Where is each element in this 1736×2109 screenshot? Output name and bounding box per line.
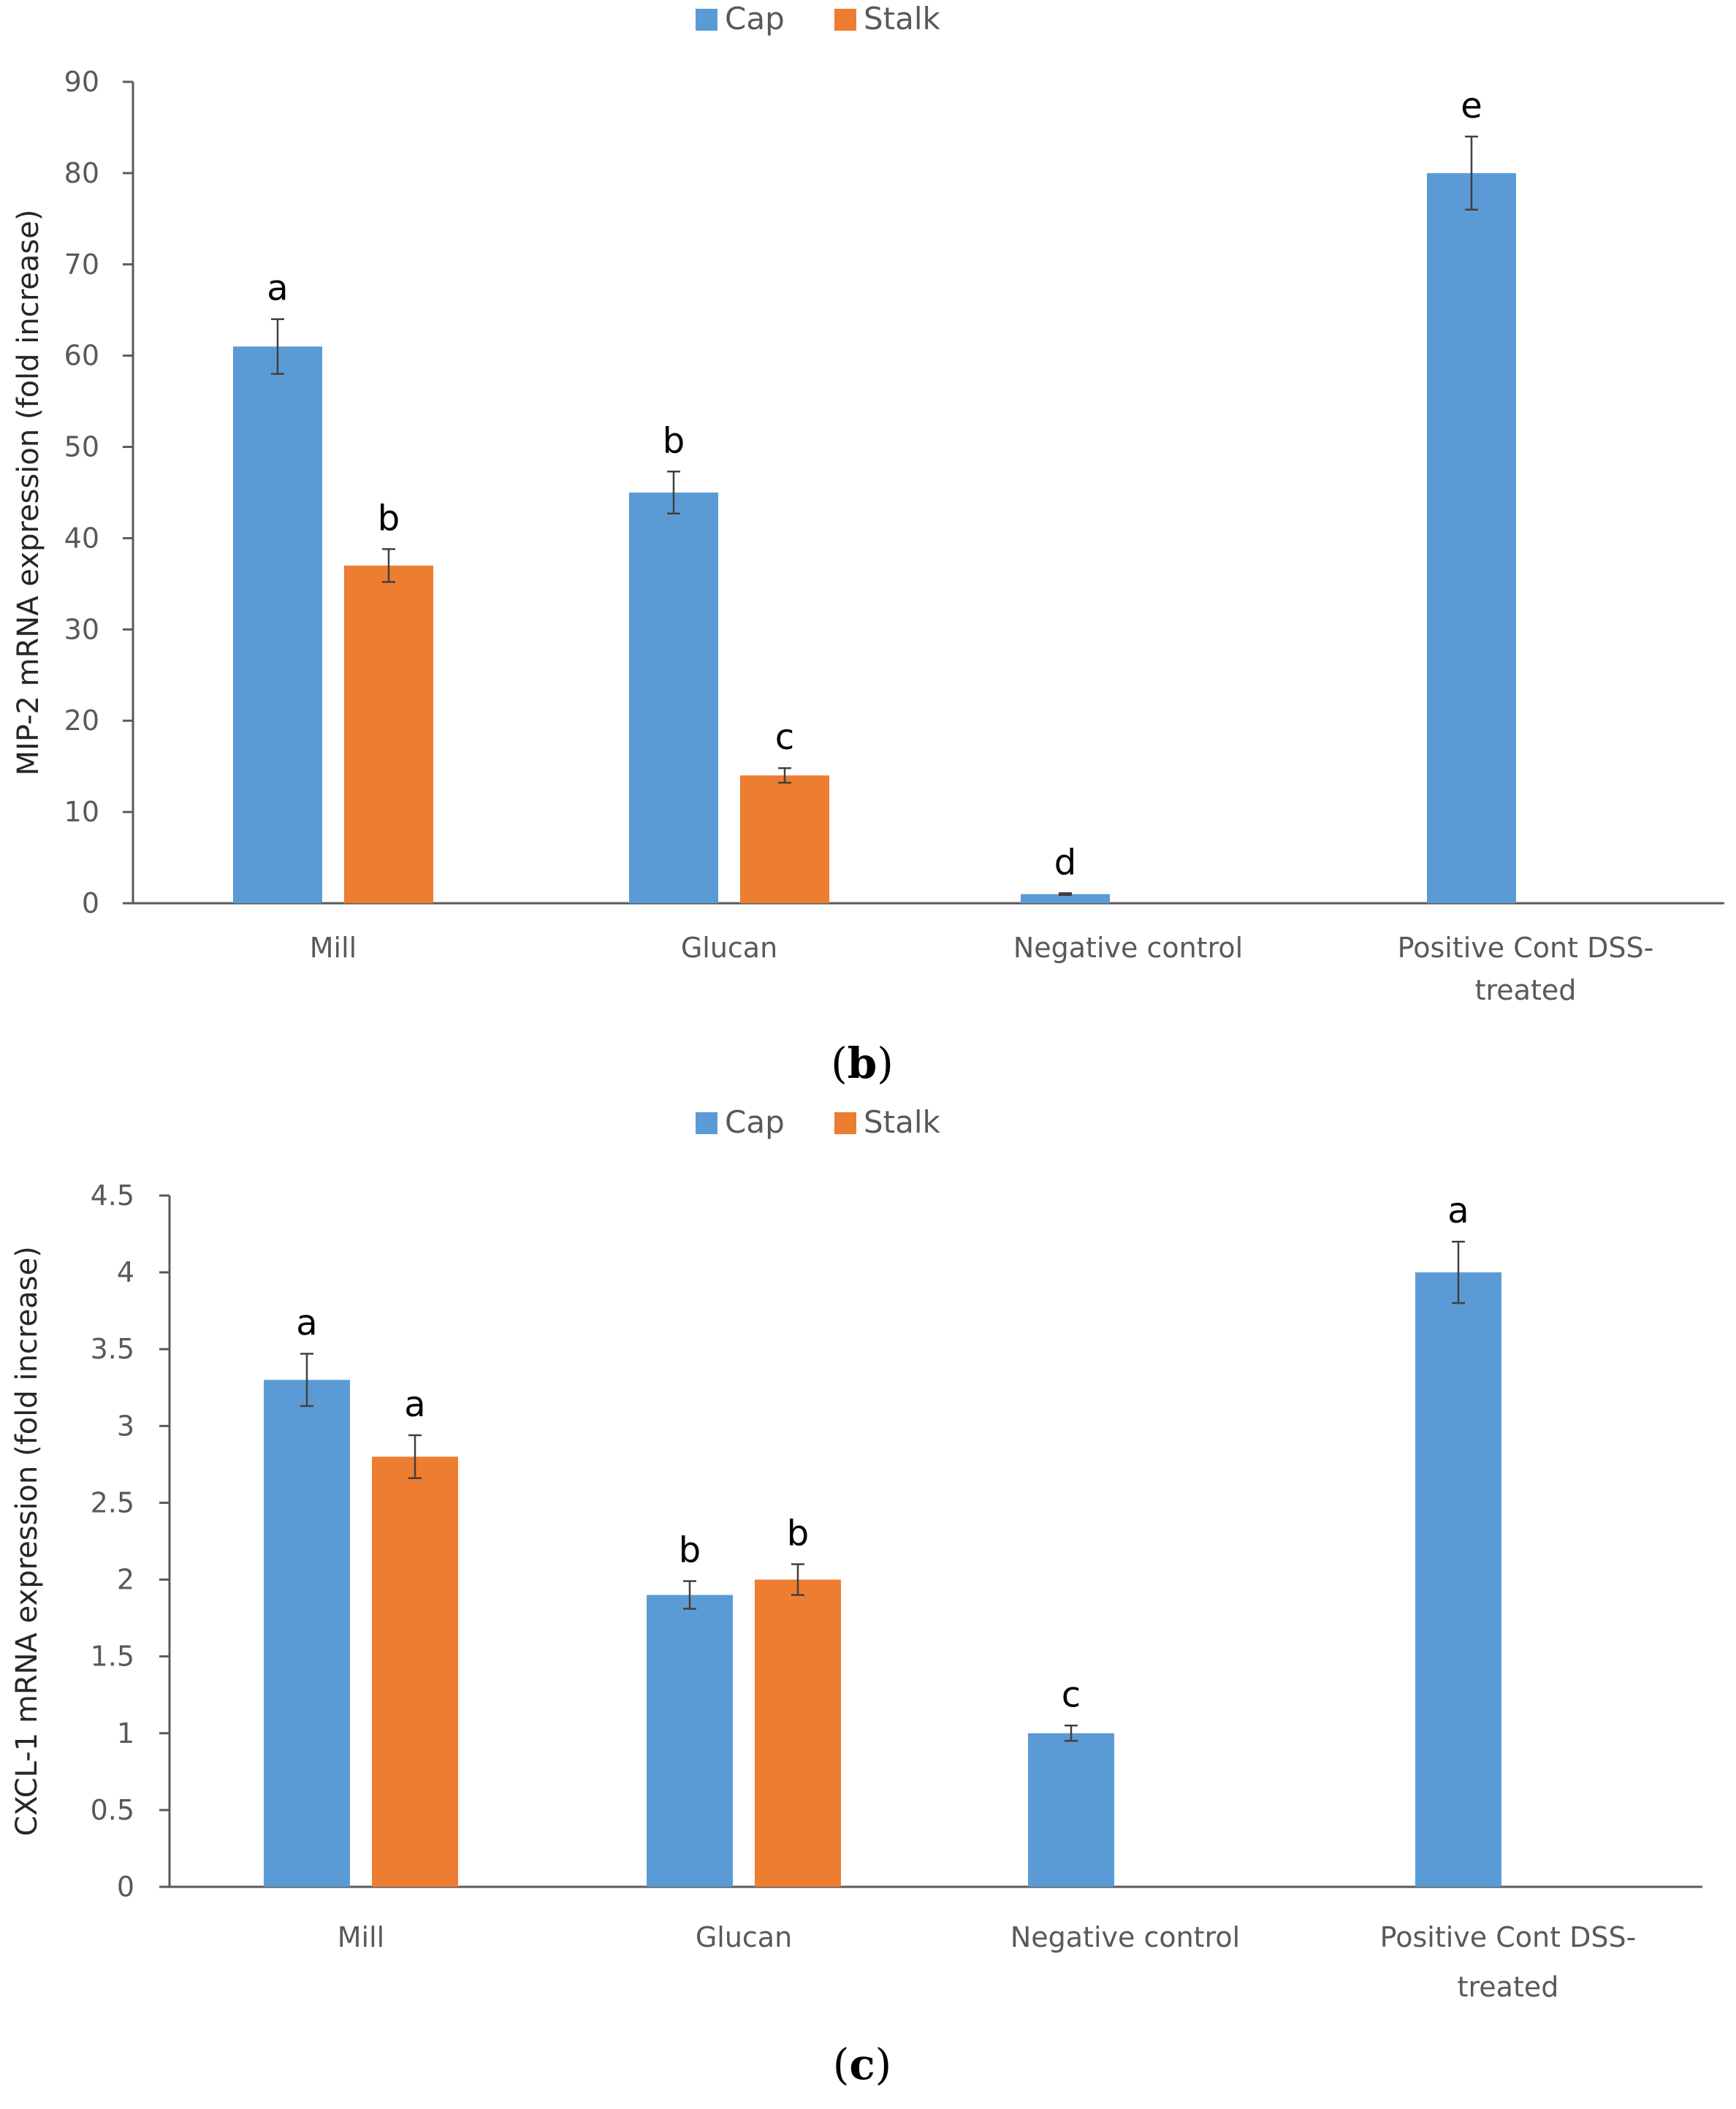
y-tick-label: 30 xyxy=(64,613,99,645)
legend: Cap Stalk xyxy=(696,1104,941,1140)
y-tick-label: 60 xyxy=(64,340,99,372)
legend-swatch-cap xyxy=(696,9,717,31)
y-tick-label: 3.5 xyxy=(91,1333,134,1365)
y-tick-label: 90 xyxy=(64,66,99,98)
caption-close-paren: ) xyxy=(877,1038,894,1088)
category-label: Glucan xyxy=(681,932,777,964)
legend: Cap Stalk xyxy=(696,1,941,37)
legend-label-stalk: Stalk xyxy=(864,1,941,37)
caption-close-paren: ) xyxy=(875,2040,892,2089)
y-tick-label: 0 xyxy=(82,887,99,919)
bar-stalk xyxy=(372,1456,458,1887)
bar-stalk xyxy=(344,565,433,903)
bar-cap xyxy=(1415,1272,1501,1887)
category-label: Glucan xyxy=(696,1921,792,1953)
y-tick-label: 0.5 xyxy=(91,1794,134,1826)
category-label: treated xyxy=(1458,1971,1559,2003)
significance-label-cap: a xyxy=(296,1303,317,1344)
category-label: Negative control xyxy=(1010,1921,1240,1953)
significance-label-stalk: a xyxy=(404,1384,425,1425)
chart-mip2: Cap Stalk 0 10 20 30 40 50 60 70 80 90 MIP-2 mRNA ex… xyxy=(12,1,1724,1088)
significance-label-cap: a xyxy=(267,268,288,309)
y-tick-label: 10 xyxy=(64,796,99,828)
y-tick-label: 20 xyxy=(64,704,99,737)
y-tick-label: 0 xyxy=(117,1871,134,1903)
significance-label-stalk: b xyxy=(378,498,400,539)
y-tick-label: 1 xyxy=(117,1717,134,1749)
y-tick-label: 80 xyxy=(64,157,99,189)
y-tick-label: 70 xyxy=(64,248,99,281)
y-tick-label: 3 xyxy=(117,1410,134,1442)
significance-label-cap: a xyxy=(1447,1190,1469,1231)
bar-cap xyxy=(264,1380,350,1887)
y-tick-label: 4 xyxy=(117,1256,134,1288)
bar-cap xyxy=(647,1595,733,1887)
category-label: Positive Cont DSS- xyxy=(1380,1921,1637,1953)
bar-cap xyxy=(1021,894,1110,903)
bar-stalk xyxy=(755,1579,841,1887)
y-tick-label: 2.5 xyxy=(91,1486,134,1519)
legend-swatch-stalk xyxy=(834,9,856,31)
significance-label-stalk: b xyxy=(787,1513,809,1554)
panel-caption: (c) xyxy=(833,2040,892,2089)
legend-swatch-stalk xyxy=(834,1112,856,1134)
panel-caption: (b) xyxy=(831,1038,894,1088)
significance-label-stalk: c xyxy=(775,717,794,758)
significance-label-cap: d xyxy=(1054,842,1076,883)
significance-label-cap: b xyxy=(679,1530,701,1571)
bar-stalk xyxy=(740,775,829,903)
y-tick-label: 4.5 xyxy=(91,1179,134,1212)
legend-swatch-cap xyxy=(696,1112,717,1134)
y-tick-label: 2 xyxy=(117,1564,134,1596)
legend-label-cap: Cap xyxy=(725,1,785,37)
bar-cap xyxy=(1028,1733,1114,1887)
y-axis-title: CXCL-1 mRNA expression (fold increase) xyxy=(10,1246,44,1836)
caption-letter: c xyxy=(849,2040,875,2089)
category-label: treated xyxy=(1475,974,1577,1006)
legend-label-cap: Cap xyxy=(725,1104,785,1140)
y-tick-label: 1.5 xyxy=(91,1641,134,1673)
category-label: Negative control xyxy=(1013,932,1243,964)
chart-cxcl1: Cap Stalk 0 0.5 1 1.5 2 2.5 3 3.5 4 4.5 CXCL-1 mRNA … xyxy=(10,1104,1702,2089)
y-tick-label: 50 xyxy=(64,431,99,463)
significance-label-cap: b xyxy=(663,420,685,461)
bar-cap xyxy=(233,346,322,904)
y-tick-label: 40 xyxy=(64,522,99,554)
significance-label-cap: e xyxy=(1461,86,1482,126)
category-label: Mill xyxy=(310,932,357,964)
legend-label-stalk: Stalk xyxy=(864,1104,941,1140)
category-label: Mill xyxy=(338,1921,384,1953)
y-axis-title: MIP-2 mRNA expression (fold increase) xyxy=(12,210,45,776)
bar-cap xyxy=(629,493,718,903)
caption-open-paren: ( xyxy=(833,2040,850,2089)
category-label: Positive Cont DSS- xyxy=(1398,932,1654,964)
caption-letter: b xyxy=(848,1038,877,1088)
bar-cap xyxy=(1427,172,1516,903)
significance-label-cap: c xyxy=(1062,1674,1081,1715)
caption-open-paren: ( xyxy=(831,1038,848,1088)
